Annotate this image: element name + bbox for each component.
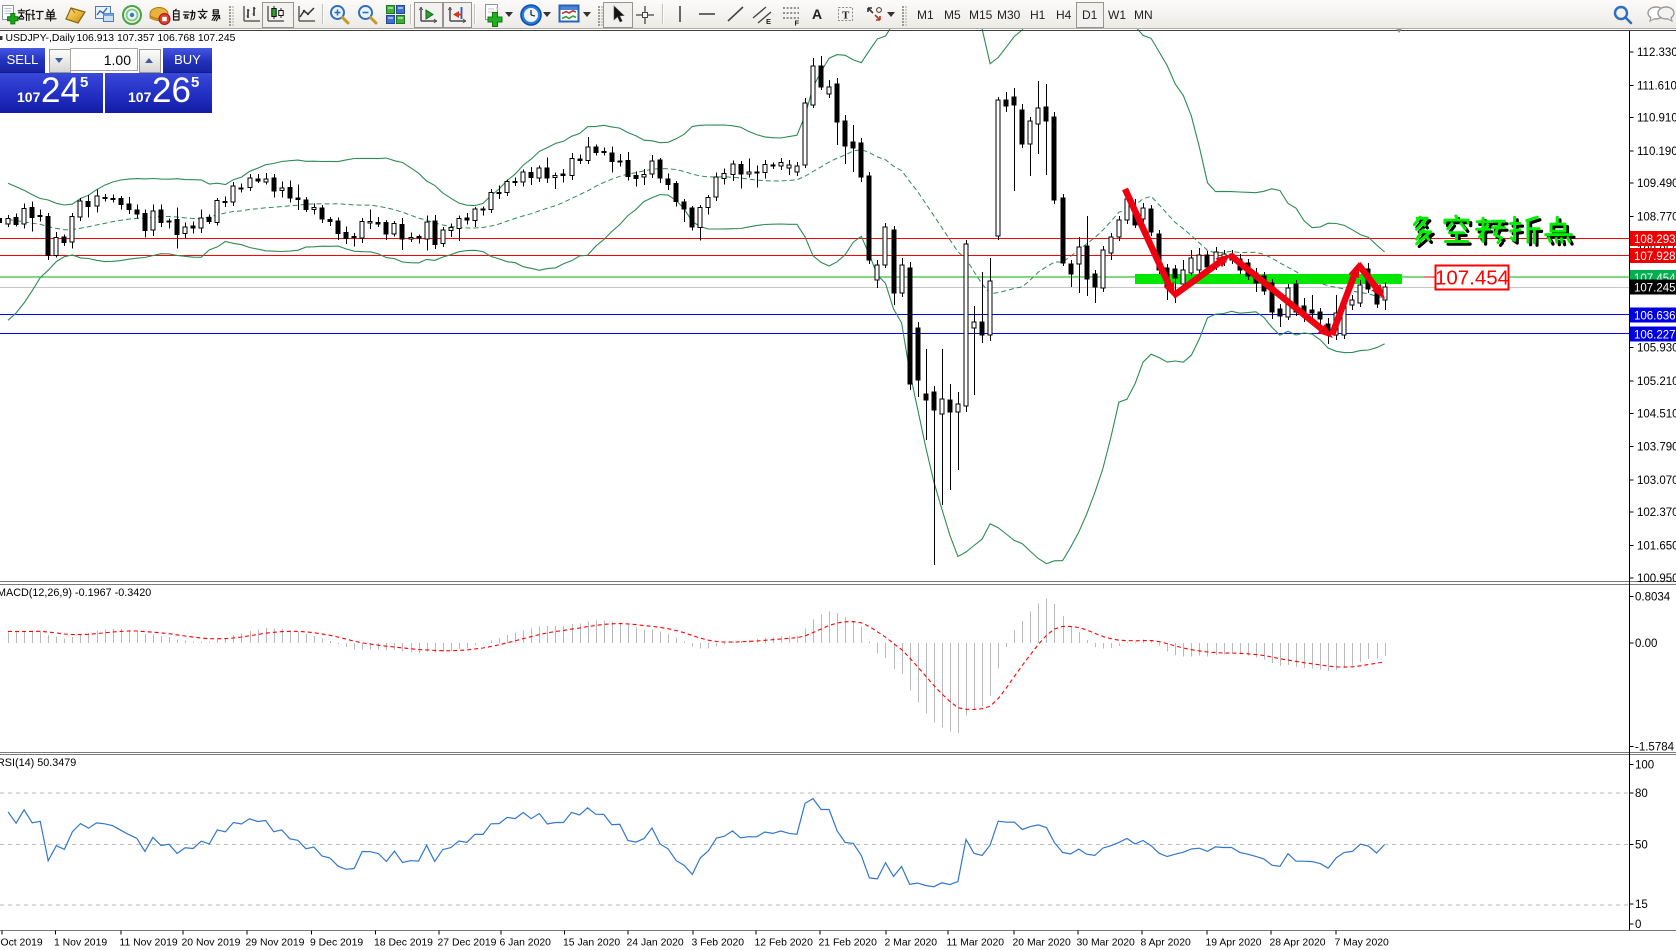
svg-text:9 Dec 2019: 9 Dec 2019	[310, 938, 363, 949]
svg-text:28 Apr 2020: 28 Apr 2020	[1270, 938, 1326, 949]
svg-text:2 Mar 2020: 2 Mar 2020	[885, 938, 938, 949]
svg-text:106.636: 106.636	[1634, 311, 1676, 323]
svg-text:0: 0	[1635, 919, 1641, 931]
svg-text:110.190: 110.190	[1637, 146, 1676, 158]
svg-text:101.650: 101.650	[1637, 540, 1676, 552]
svg-text:80: 80	[1635, 788, 1648, 800]
svg-text:106.227: 106.227	[1634, 330, 1676, 342]
svg-text:29 Nov 2019: 29 Nov 2019	[246, 938, 305, 949]
svg-text:15: 15	[1635, 899, 1648, 911]
svg-text:15 Jan 2020: 15 Jan 2020	[563, 938, 620, 949]
svg-text:-1.5784: -1.5784	[1635, 742, 1675, 754]
svg-text:19 Apr 2020: 19 Apr 2020	[1206, 938, 1262, 949]
svg-text:0.00: 0.00	[1635, 638, 1657, 650]
svg-text:102.370: 102.370	[1637, 507, 1676, 519]
svg-text:8 Apr 2020: 8 Apr 2020	[1141, 938, 1191, 949]
svg-text:108.293: 108.293	[1634, 234, 1676, 246]
svg-text:109.490: 109.490	[1637, 178, 1676, 190]
svg-text:11 Mar 2020: 11 Mar 2020	[947, 938, 1005, 949]
svg-text:7 May 2020: 7 May 2020	[1335, 938, 1390, 949]
svg-text:1 Nov 2019: 1 Nov 2019	[54, 938, 107, 949]
svg-text:E: E	[766, 17, 771, 26]
svg-text:108.770: 108.770	[1637, 212, 1676, 224]
svg-text:20 Mar 2020: 20 Mar 2020	[1013, 938, 1072, 949]
svg-text:18 Dec 2019: 18 Dec 2019	[374, 938, 433, 949]
svg-text:106.913 107.357 106.768 107.24: 106.913 107.357 106.768 107.245	[77, 33, 236, 44]
svg-text:107.454: 107.454	[1435, 267, 1509, 290]
svg-text:100.950: 100.950	[1637, 573, 1676, 585]
svg-text:30 Mar 2020: 30 Mar 2020	[1077, 938, 1136, 949]
svg-text:MACD(12,26,9) -0.1967 -0.3420: MACD(12,26,9) -0.1967 -0.3420	[0, 587, 151, 599]
svg-text:Oct 2019: Oct 2019	[1, 938, 43, 949]
svg-text:111.610: 111.610	[1637, 80, 1676, 92]
svg-text:21 Feb 2020: 21 Feb 2020	[819, 938, 878, 949]
svg-text:F: F	[795, 19, 800, 27]
svg-text:105.210: 105.210	[1637, 376, 1676, 388]
svg-text:103.070: 103.070	[1637, 475, 1676, 487]
svg-text:USDJPY-,Daily: USDJPY-,Daily	[6, 33, 76, 44]
svg-text:107.928: 107.928	[1634, 251, 1676, 263]
svg-text:50: 50	[1635, 840, 1648, 852]
svg-text:24 Jan 2020: 24 Jan 2020	[627, 938, 684, 949]
svg-text:3 Feb 2020: 3 Feb 2020	[692, 938, 745, 949]
svg-text:12 Feb 2020: 12 Feb 2020	[755, 938, 814, 949]
svg-text:6 Jan 2020: 6 Jan 2020	[500, 938, 552, 949]
svg-text:107.245: 107.245	[1634, 282, 1676, 294]
svg-text:100: 100	[1635, 760, 1654, 772]
svg-text:20 Nov 2019: 20 Nov 2019	[182, 938, 241, 949]
svg-text:104.510: 104.510	[1637, 408, 1676, 420]
svg-text:110.910: 110.910	[1637, 113, 1676, 125]
svg-text:0.8034: 0.8034	[1635, 592, 1671, 604]
svg-text:103.790: 103.790	[1637, 442, 1676, 454]
svg-text:105.930: 105.930	[1637, 343, 1676, 355]
svg-text:T: T	[842, 10, 850, 22]
svg-text:RSI(14) 50.3479: RSI(14) 50.3479	[0, 757, 76, 769]
svg-text:11 Nov 2019: 11 Nov 2019	[120, 938, 178, 949]
svg-text:112.330: 112.330	[1637, 47, 1676, 59]
svg-text:27 Dec 2019: 27 Dec 2019	[438, 938, 497, 949]
